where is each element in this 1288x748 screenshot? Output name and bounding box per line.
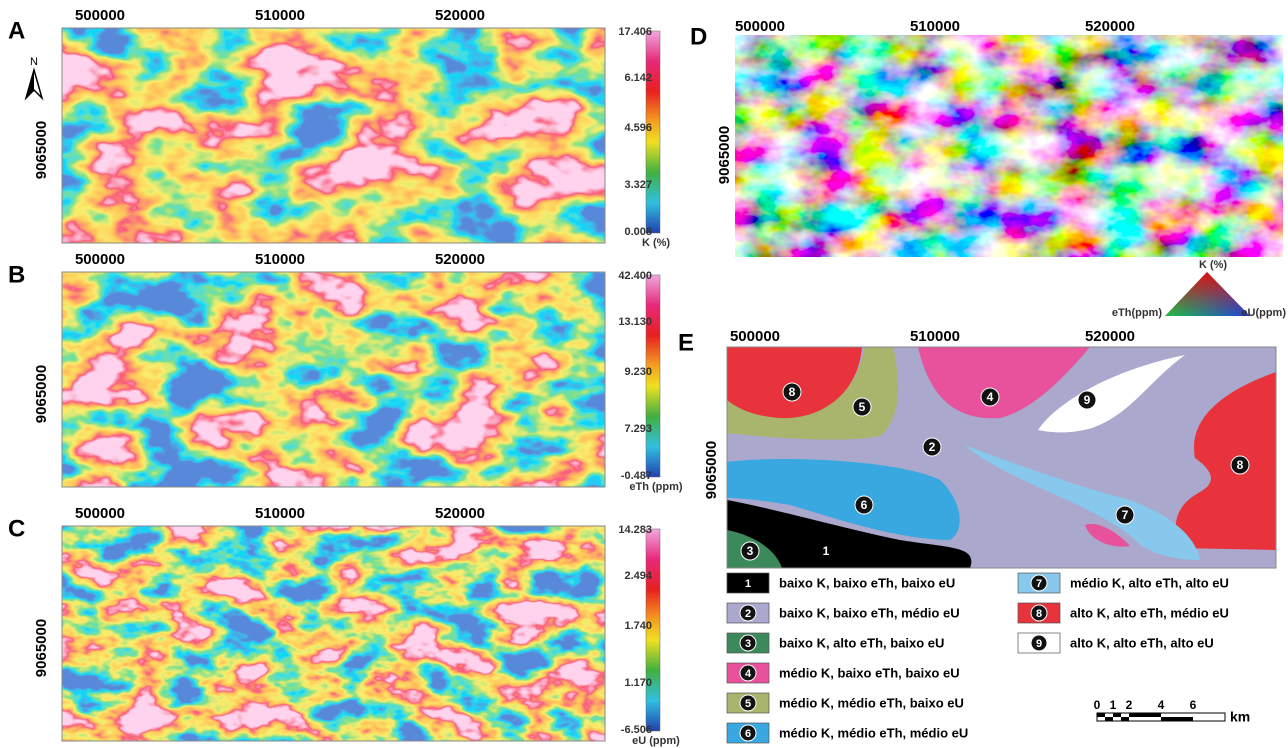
scale-bar-segment (1097, 713, 1105, 717)
scale-bar (1097, 713, 1225, 721)
figure: N A 500000 510000 520000 9065000 17.406 6.142 4… (0, 0, 1288, 748)
domain-map (727, 347, 1276, 568)
zone-number: 8 (1237, 458, 1244, 472)
scale-bar-segment (1129, 713, 1161, 717)
colorbar-label: 1.170 (624, 677, 652, 689)
scale-tick-label: 1 (1110, 698, 1117, 712)
legend-text: alto K, alto eTh, alto eU (1070, 635, 1214, 650)
raster-map (62, 28, 605, 243)
zone-number: 2 (929, 440, 936, 454)
scale-unit: km (1230, 709, 1250, 725)
legend-text: alto K, alto eTh, médio eU (1070, 605, 1229, 620)
colorbar-label: 7.293 (624, 423, 652, 435)
zone-number: 1 (823, 544, 830, 558)
ternary-label: eTh(ppm) (1112, 307, 1162, 319)
scale-tick-label: 4 (1158, 698, 1165, 712)
x-tick-label: 520000 (435, 505, 485, 522)
legend-number: 5 (745, 698, 751, 710)
colorbar-label: 1.740 (624, 620, 652, 632)
panel-label: A (8, 17, 25, 44)
x-tick-label: 500000 (75, 505, 125, 522)
ternary-label: K (%) (1199, 259, 1227, 271)
colorbar-unit: eU (ppm) (632, 735, 680, 747)
x-tick-label: 510000 (255, 7, 305, 24)
legend-number: 1 (745, 578, 751, 590)
x-tick-label: 520000 (435, 7, 485, 24)
panel-label: E (678, 329, 694, 356)
x-tick-label: 510000 (255, 505, 305, 522)
scale-bar-segment (1113, 713, 1121, 717)
y-tick-label: 9065000 (716, 126, 733, 184)
legend-number: 2 (745, 608, 751, 620)
legend-number: 9 (1036, 638, 1042, 650)
x-tick-label: 500000 (75, 251, 125, 268)
scale-tick-label: 2 (1126, 698, 1133, 712)
y-tick-label: 9065000 (33, 121, 50, 179)
scale-bar-segment (1105, 717, 1113, 721)
zone-number: 7 (1122, 508, 1129, 522)
x-tick-label: 510000 (255, 251, 305, 268)
legend-text: baixo K, baixo eTh, médio eU (779, 605, 960, 620)
colorbar-unit: eTh (ppm) (629, 481, 682, 493)
x-tick-label: 500000 (730, 328, 780, 345)
legend-number: 8 (1036, 608, 1042, 620)
north-arrow: N (26, 56, 42, 98)
legend-text: baixo K, baixo eTh, baixo eU (779, 575, 955, 590)
zone-number: 4 (987, 390, 994, 404)
raster-map (735, 35, 1283, 257)
colorbar-label: 4.596 (624, 122, 652, 134)
raster-map (62, 526, 605, 741)
legend-number: 7 (1036, 578, 1042, 590)
legend-number: 6 (745, 728, 751, 740)
ternary-label: eU(ppm) (1241, 307, 1286, 319)
scale-bar-segment (1121, 717, 1129, 721)
scale-bar-segment (1161, 717, 1193, 721)
zone-number: 9 (1084, 393, 1091, 407)
legend-text: médio K, médio eTh, médio eU (779, 725, 968, 740)
legend-text: médio K, alto eTh, alto eU (1070, 575, 1229, 590)
colorbar-unit: K (%) (642, 237, 670, 249)
north-label: N (30, 56, 38, 68)
colorbar-label: 6.142 (624, 72, 652, 84)
x-tick-label: 520000 (1085, 328, 1135, 345)
scale-tick-label: 0 (1094, 698, 1101, 712)
y-tick-label: 9065000 (33, 619, 50, 677)
colorbar-label: 13.130 (618, 316, 652, 328)
colorbar-label: 9.230 (624, 366, 652, 378)
legend-text: médio K, baixo eTh, baixo eU (779, 665, 960, 680)
x-tick-label: 520000 (1085, 18, 1135, 35)
colorbar-label: 2.494 (624, 570, 652, 582)
x-tick-label: 500000 (75, 7, 125, 24)
raster-map (62, 272, 605, 487)
legend-number: 3 (745, 638, 751, 650)
ternary-key (1165, 272, 1250, 316)
colorbar-label: 3.327 (624, 179, 652, 191)
y-tick-label: 9065000 (33, 365, 50, 423)
zone-number: 3 (747, 544, 754, 558)
colorbar-label: 14.283 (618, 524, 652, 536)
ternary-triangle (1165, 272, 1250, 316)
zone-number: 8 (789, 385, 796, 399)
x-tick-label: 520000 (435, 251, 485, 268)
colorbar-label: 17.406 (618, 26, 652, 38)
panel-label: C (8, 515, 25, 542)
y-tick-label: 9065000 (703, 441, 720, 499)
colorbar-label: 42.400 (618, 270, 652, 282)
x-tick-label: 510000 (910, 328, 960, 345)
legend-text: baixo K, alto eTh, baixo eU (779, 635, 944, 650)
zone-number: 6 (861, 498, 868, 512)
scale-tick-label: 6 (1190, 698, 1197, 712)
panel-label: B (8, 261, 25, 288)
panel-label: D (690, 23, 707, 50)
x-tick-label: 510000 (910, 18, 960, 35)
x-tick-label: 500000 (735, 18, 785, 35)
legend-text: médio K, médio eTh, baixo eU (779, 695, 964, 710)
zone-number: 5 (859, 400, 866, 414)
legend-number: 4 (745, 668, 752, 680)
